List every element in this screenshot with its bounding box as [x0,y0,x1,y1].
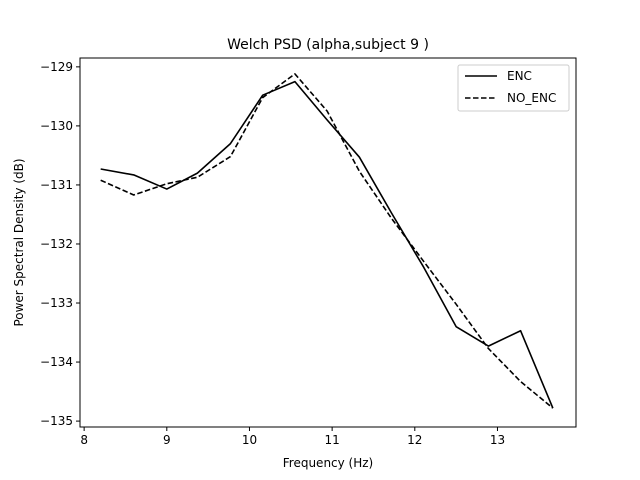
x-tick-label: 11 [324,433,339,447]
x-tick-label: 9 [163,433,171,447]
y-tick-label: −131 [40,178,73,192]
series-layer [100,73,554,409]
x-tick-label: 8 [80,433,88,447]
y-tick-label: −134 [40,355,73,369]
y-tick-label: −133 [40,296,73,310]
y-tick-label: −132 [40,237,73,251]
series-line-no-enc [100,73,554,409]
legend-label-enc: ENC [507,69,532,83]
chart-title: Welch PSD (alpha,subject 9 ) [227,37,429,53]
series-line-enc [100,80,554,409]
y-tick-label: −135 [40,414,73,428]
y-axis-ticks: −129 −130 −131 −132 −133 −134 −135 [40,60,80,428]
plot-frame [79,57,577,428]
x-axis-label: Frequency (Hz) [283,456,374,470]
legend: ENC NO_ENC [457,64,570,112]
y-axis-label: Power Spectral Density (dB) [12,158,26,326]
x-tick-label: 10 [242,433,257,447]
y-tick-label: −129 [40,60,73,74]
y-tick-label: −130 [40,119,73,133]
legend-label-no-enc: NO_ENC [507,91,556,105]
x-tick-label: 12 [407,433,422,447]
x-axis-ticks: 8 9 10 11 12 13 [80,427,505,447]
x-tick-label: 13 [490,433,505,447]
